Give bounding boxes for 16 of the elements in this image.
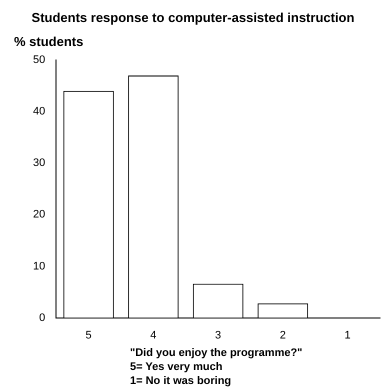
y-tick-label: 20 [32,208,46,221]
x-tick-label: 1 [344,329,351,342]
text: 1= No it was boring [130,374,232,388]
chart-title: Students response to computer-assisted instruction [30,10,356,25]
text: 5= Yes very much [130,360,224,374]
x-tick-label: 4 [150,329,156,342]
y-tick-label: 0 [39,312,46,324]
y-tick-label: 10 [32,260,46,272]
y-axis-title: % students [14,34,84,49]
x-tick-label: 2 [280,329,286,342]
y-tick-label: 50 [32,54,46,66]
x-tick-label: 3 [215,329,222,342]
x-tick-label: 5 [86,329,92,342]
y-tick-label: 30 [32,157,46,170]
y-tick-label: 40 [32,106,46,118]
x-axis-title: "Did you enjoy the programme?" [130,346,302,360]
